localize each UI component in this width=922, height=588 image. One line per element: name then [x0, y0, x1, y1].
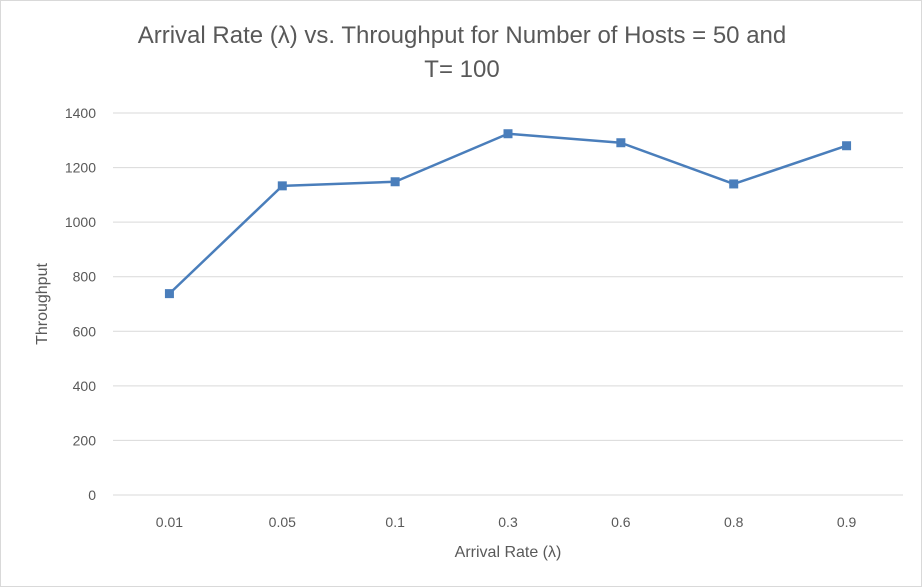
y-tick-label: 1200: [65, 160, 96, 176]
x-tick-label: 0.05: [269, 514, 296, 530]
y-tick-label: 600: [73, 323, 97, 339]
data-point-0.9: [842, 141, 851, 150]
data-point-0.8: [729, 179, 738, 188]
y-tick-label: 200: [73, 432, 97, 448]
series-line: [169, 134, 846, 294]
y-axis-label: Throughput: [34, 263, 51, 345]
y-tick-label: 800: [73, 269, 97, 285]
x-tick-label: 0.3: [498, 514, 518, 530]
y-tick-label: 1000: [65, 214, 96, 230]
y-tick-labels: 0 200 400 600 800 1000 1200 1400: [65, 105, 96, 503]
x-tick-label: 0.6: [611, 514, 631, 530]
x-axis-label: Arrival Rate (λ): [455, 544, 562, 561]
data-point-0.01: [165, 289, 174, 298]
x-tick-label: 0.1: [385, 514, 405, 530]
data-point-0.6: [616, 138, 625, 147]
data-point-0.1: [391, 177, 400, 186]
y-tick-label: 1400: [65, 105, 96, 121]
x-tick-label: 0.9: [837, 514, 857, 530]
series-group: [165, 129, 851, 298]
gridlines: [113, 113, 903, 495]
y-tick-label: 400: [73, 378, 97, 394]
x-tick-label: 0.8: [724, 514, 744, 530]
x-tick-label: 0.01: [156, 514, 183, 530]
x-tick-labels: 0.01 0.05 0.1 0.3 0.6 0.8 0.9: [156, 514, 857, 530]
y-tick-label: 0: [88, 487, 96, 503]
data-point-0.05: [278, 181, 287, 190]
data-point-0.3: [504, 129, 513, 138]
